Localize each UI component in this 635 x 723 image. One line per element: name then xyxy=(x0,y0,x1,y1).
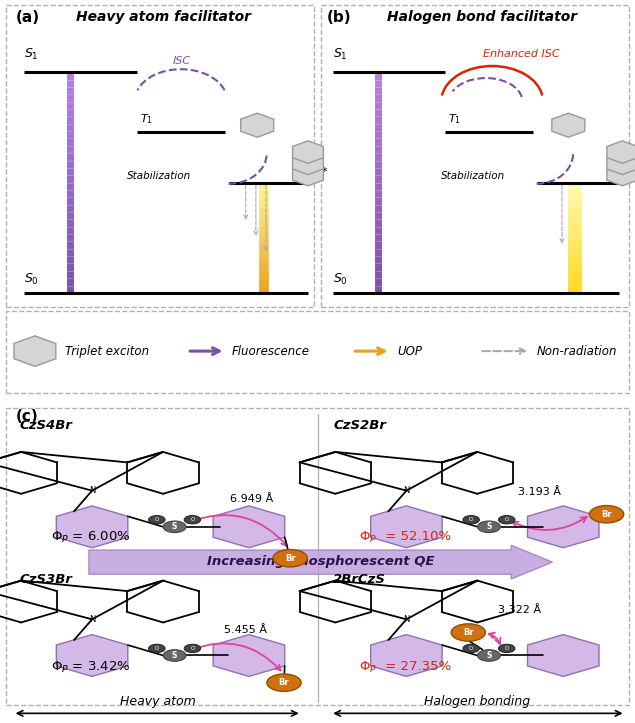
Text: Enhanced ISC: Enhanced ISC xyxy=(483,49,559,59)
Text: CzS3Br: CzS3Br xyxy=(19,573,72,586)
Polygon shape xyxy=(371,635,442,677)
Text: Increasing Phosphorescent QE: Increasing Phosphorescent QE xyxy=(207,555,434,568)
Text: Halogen bonding: Halogen bonding xyxy=(424,695,531,708)
Text: Br: Br xyxy=(463,628,474,637)
Text: $\Phi_P$: $\Phi_P$ xyxy=(359,530,377,545)
Circle shape xyxy=(498,515,515,524)
Polygon shape xyxy=(528,506,599,548)
Polygon shape xyxy=(57,635,128,677)
Text: 5.455 Å: 5.455 Å xyxy=(224,625,267,635)
Polygon shape xyxy=(14,336,56,367)
Text: Stabilization: Stabilization xyxy=(441,171,505,181)
Circle shape xyxy=(463,515,479,524)
Polygon shape xyxy=(57,506,128,548)
Text: N: N xyxy=(89,486,95,495)
Circle shape xyxy=(149,515,165,524)
Text: O: O xyxy=(505,517,509,522)
Polygon shape xyxy=(293,152,323,174)
Text: CzS4Br: CzS4Br xyxy=(19,419,72,432)
Text: 3.193 Å: 3.193 Å xyxy=(518,487,561,497)
Polygon shape xyxy=(607,141,635,163)
Text: Heavy atom: Heavy atom xyxy=(119,695,196,708)
Text: Triplet exciton: Triplet exciton xyxy=(65,345,149,358)
Circle shape xyxy=(451,624,485,641)
Circle shape xyxy=(149,644,165,653)
FancyArrow shape xyxy=(89,545,552,579)
Text: 2BrCzS: 2BrCzS xyxy=(333,573,386,586)
Circle shape xyxy=(463,644,479,653)
Polygon shape xyxy=(293,163,323,186)
Text: Fluorescence: Fluorescence xyxy=(232,345,310,358)
Text: $T_1$*: $T_1$* xyxy=(620,165,635,179)
Circle shape xyxy=(184,515,201,524)
Circle shape xyxy=(478,650,500,662)
Polygon shape xyxy=(293,141,323,163)
Circle shape xyxy=(163,650,186,662)
Circle shape xyxy=(267,674,301,691)
Text: Br: Br xyxy=(279,678,290,687)
Circle shape xyxy=(498,644,515,653)
Text: N: N xyxy=(89,615,95,624)
Text: O: O xyxy=(469,517,473,522)
Text: Stabilization: Stabilization xyxy=(127,171,191,181)
Text: $T_1$: $T_1$ xyxy=(448,113,461,127)
Circle shape xyxy=(184,644,201,653)
Bar xyxy=(6,5,314,307)
Text: O: O xyxy=(190,646,194,651)
Circle shape xyxy=(589,505,624,523)
Text: ISC: ISC xyxy=(173,56,191,67)
Text: Heavy atom facilitator: Heavy atom facilitator xyxy=(76,10,251,24)
Text: $\Phi_P$: $\Phi_P$ xyxy=(359,660,377,675)
Text: Halogen bond facilitator: Halogen bond facilitator xyxy=(387,10,577,24)
Polygon shape xyxy=(213,635,284,677)
Text: S: S xyxy=(172,651,177,660)
Text: O: O xyxy=(155,646,159,651)
Text: O: O xyxy=(469,646,473,651)
Text: $S_0$: $S_0$ xyxy=(333,272,349,287)
Text: Br: Br xyxy=(601,510,612,519)
Text: O: O xyxy=(505,646,509,651)
Text: CzS2Br: CzS2Br xyxy=(333,419,386,432)
Text: UOP: UOP xyxy=(397,345,422,358)
Text: $S_0$: $S_0$ xyxy=(24,272,39,287)
Bar xyxy=(321,5,629,307)
Polygon shape xyxy=(241,114,274,137)
Polygon shape xyxy=(528,635,599,677)
Text: (c): (c) xyxy=(16,409,39,424)
Text: Br: Br xyxy=(285,554,295,562)
Text: Non-radiation: Non-radiation xyxy=(537,345,617,358)
Text: 3.322 Å: 3.322 Å xyxy=(498,605,542,615)
Polygon shape xyxy=(607,152,635,174)
Text: S: S xyxy=(172,522,177,531)
Circle shape xyxy=(163,521,186,533)
Polygon shape xyxy=(371,506,442,548)
Text: = 27.35%: = 27.35% xyxy=(381,660,451,673)
Circle shape xyxy=(273,549,307,567)
Bar xyxy=(6,311,629,393)
Text: $S_1$: $S_1$ xyxy=(333,47,348,62)
Text: $\Phi_P$ = 3.42%: $\Phi_P$ = 3.42% xyxy=(51,660,130,675)
Text: (b): (b) xyxy=(327,10,352,25)
Text: N: N xyxy=(403,615,410,624)
Text: S: S xyxy=(486,651,491,660)
Text: $T_1$*: $T_1$* xyxy=(309,165,328,179)
Text: S: S xyxy=(486,522,491,531)
Text: N: N xyxy=(403,486,410,495)
Text: 6.949 Å: 6.949 Å xyxy=(230,495,273,504)
Text: (a): (a) xyxy=(16,10,40,25)
Text: $S_1$: $S_1$ xyxy=(24,47,39,62)
Text: = 52.10%: = 52.10% xyxy=(381,530,451,543)
Text: $T_1$: $T_1$ xyxy=(140,113,153,127)
Polygon shape xyxy=(213,506,284,548)
Polygon shape xyxy=(552,114,585,137)
Polygon shape xyxy=(607,163,635,186)
Text: O: O xyxy=(190,517,194,522)
Text: O: O xyxy=(155,517,159,522)
Text: $\Phi_P$ = 6.00%: $\Phi_P$ = 6.00% xyxy=(51,530,130,545)
Circle shape xyxy=(478,521,500,533)
